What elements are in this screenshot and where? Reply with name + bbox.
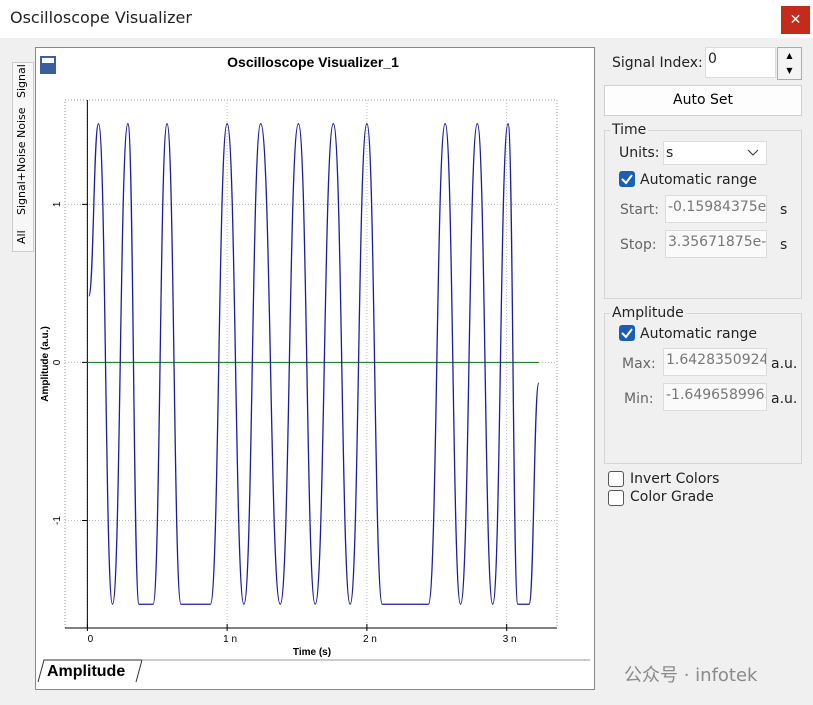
units-select[interactable]: s: [663, 141, 767, 165]
side-tab[interactable]: Noise: [15, 107, 28, 138]
stop-field[interactable]: 3.35671875e-0: [665, 230, 767, 258]
min-field[interactable]: -1.6496589965: [663, 383, 767, 411]
x-tick-label: 2 n: [363, 634, 377, 645]
side-tab[interactable]: Signal: [15, 64, 28, 98]
time-group: [604, 130, 802, 299]
group-title: Time: [610, 122, 649, 138]
unit: a.u.: [771, 356, 798, 372]
checkbox-checked[interactable]: [619, 171, 635, 187]
close-button[interactable]: ✕: [781, 6, 810, 34]
window-title: Oscilloscope Visualizer: [10, 8, 192, 27]
side-tab[interactable]: Signal+Noise: [15, 141, 28, 215]
bottom-tab[interactable]: Amplitude: [47, 663, 125, 680]
y-tick-label: 0: [52, 359, 63, 365]
x-axis-label: Time (s): [293, 647, 331, 658]
checkbox[interactable]: [608, 490, 624, 506]
checkbox-label: Automatic range: [640, 326, 757, 342]
dropdown-arrow: [747, 149, 759, 156]
x-tick-label: 1 n: [223, 634, 237, 645]
plot-icon: [42, 58, 54, 63]
label: Min:: [624, 391, 654, 407]
side-tab[interactable]: All: [15, 230, 28, 244]
title-bar: [0, 0, 813, 38]
checkbox-checked[interactable]: [619, 325, 635, 341]
label: Stop:: [620, 237, 657, 253]
plot-frame: [35, 47, 595, 690]
side-tab-strip: [12, 62, 34, 252]
auto-set-button[interactable]: Auto Set: [604, 85, 802, 116]
unit: s: [780, 237, 788, 253]
x-tick-label: 0: [88, 634, 94, 645]
y-tick-label: -1: [52, 516, 63, 525]
label: Start:: [620, 202, 659, 218]
spinner[interactable]: ▲ ▼: [777, 47, 802, 80]
checkbox[interactable]: [608, 471, 624, 487]
label: Signal Index:: [612, 55, 703, 71]
y-axis-label: Amplitude (a.u.): [40, 326, 51, 402]
x-tick-label: 3 n: [503, 634, 517, 645]
bottom-tab-shape: [37, 659, 143, 683]
label: Units:: [619, 145, 660, 161]
group-title: Amplitude: [610, 305, 686, 321]
max-field[interactable]: 1.64283509246: [663, 348, 767, 376]
amplitude-group: [604, 313, 802, 464]
start-field[interactable]: -0.15984375e-0: [665, 195, 767, 223]
label: Max:: [622, 356, 656, 372]
signal-index-input[interactable]: 0: [705, 47, 776, 78]
checkbox-label: Invert Colors: [630, 471, 720, 487]
signal-line: [88, 123, 540, 605]
unit: a.u.: [771, 391, 798, 407]
watermark: 公众号 · infotek: [624, 665, 758, 686]
checkbox-label: Color Grade: [630, 489, 714, 505]
checkbox-label: Automatic range: [640, 172, 757, 188]
unit: s: [780, 202, 788, 218]
chart-title: Oscilloscope Visualizer_1: [227, 54, 399, 70]
y-tick-label: 1: [52, 201, 63, 207]
